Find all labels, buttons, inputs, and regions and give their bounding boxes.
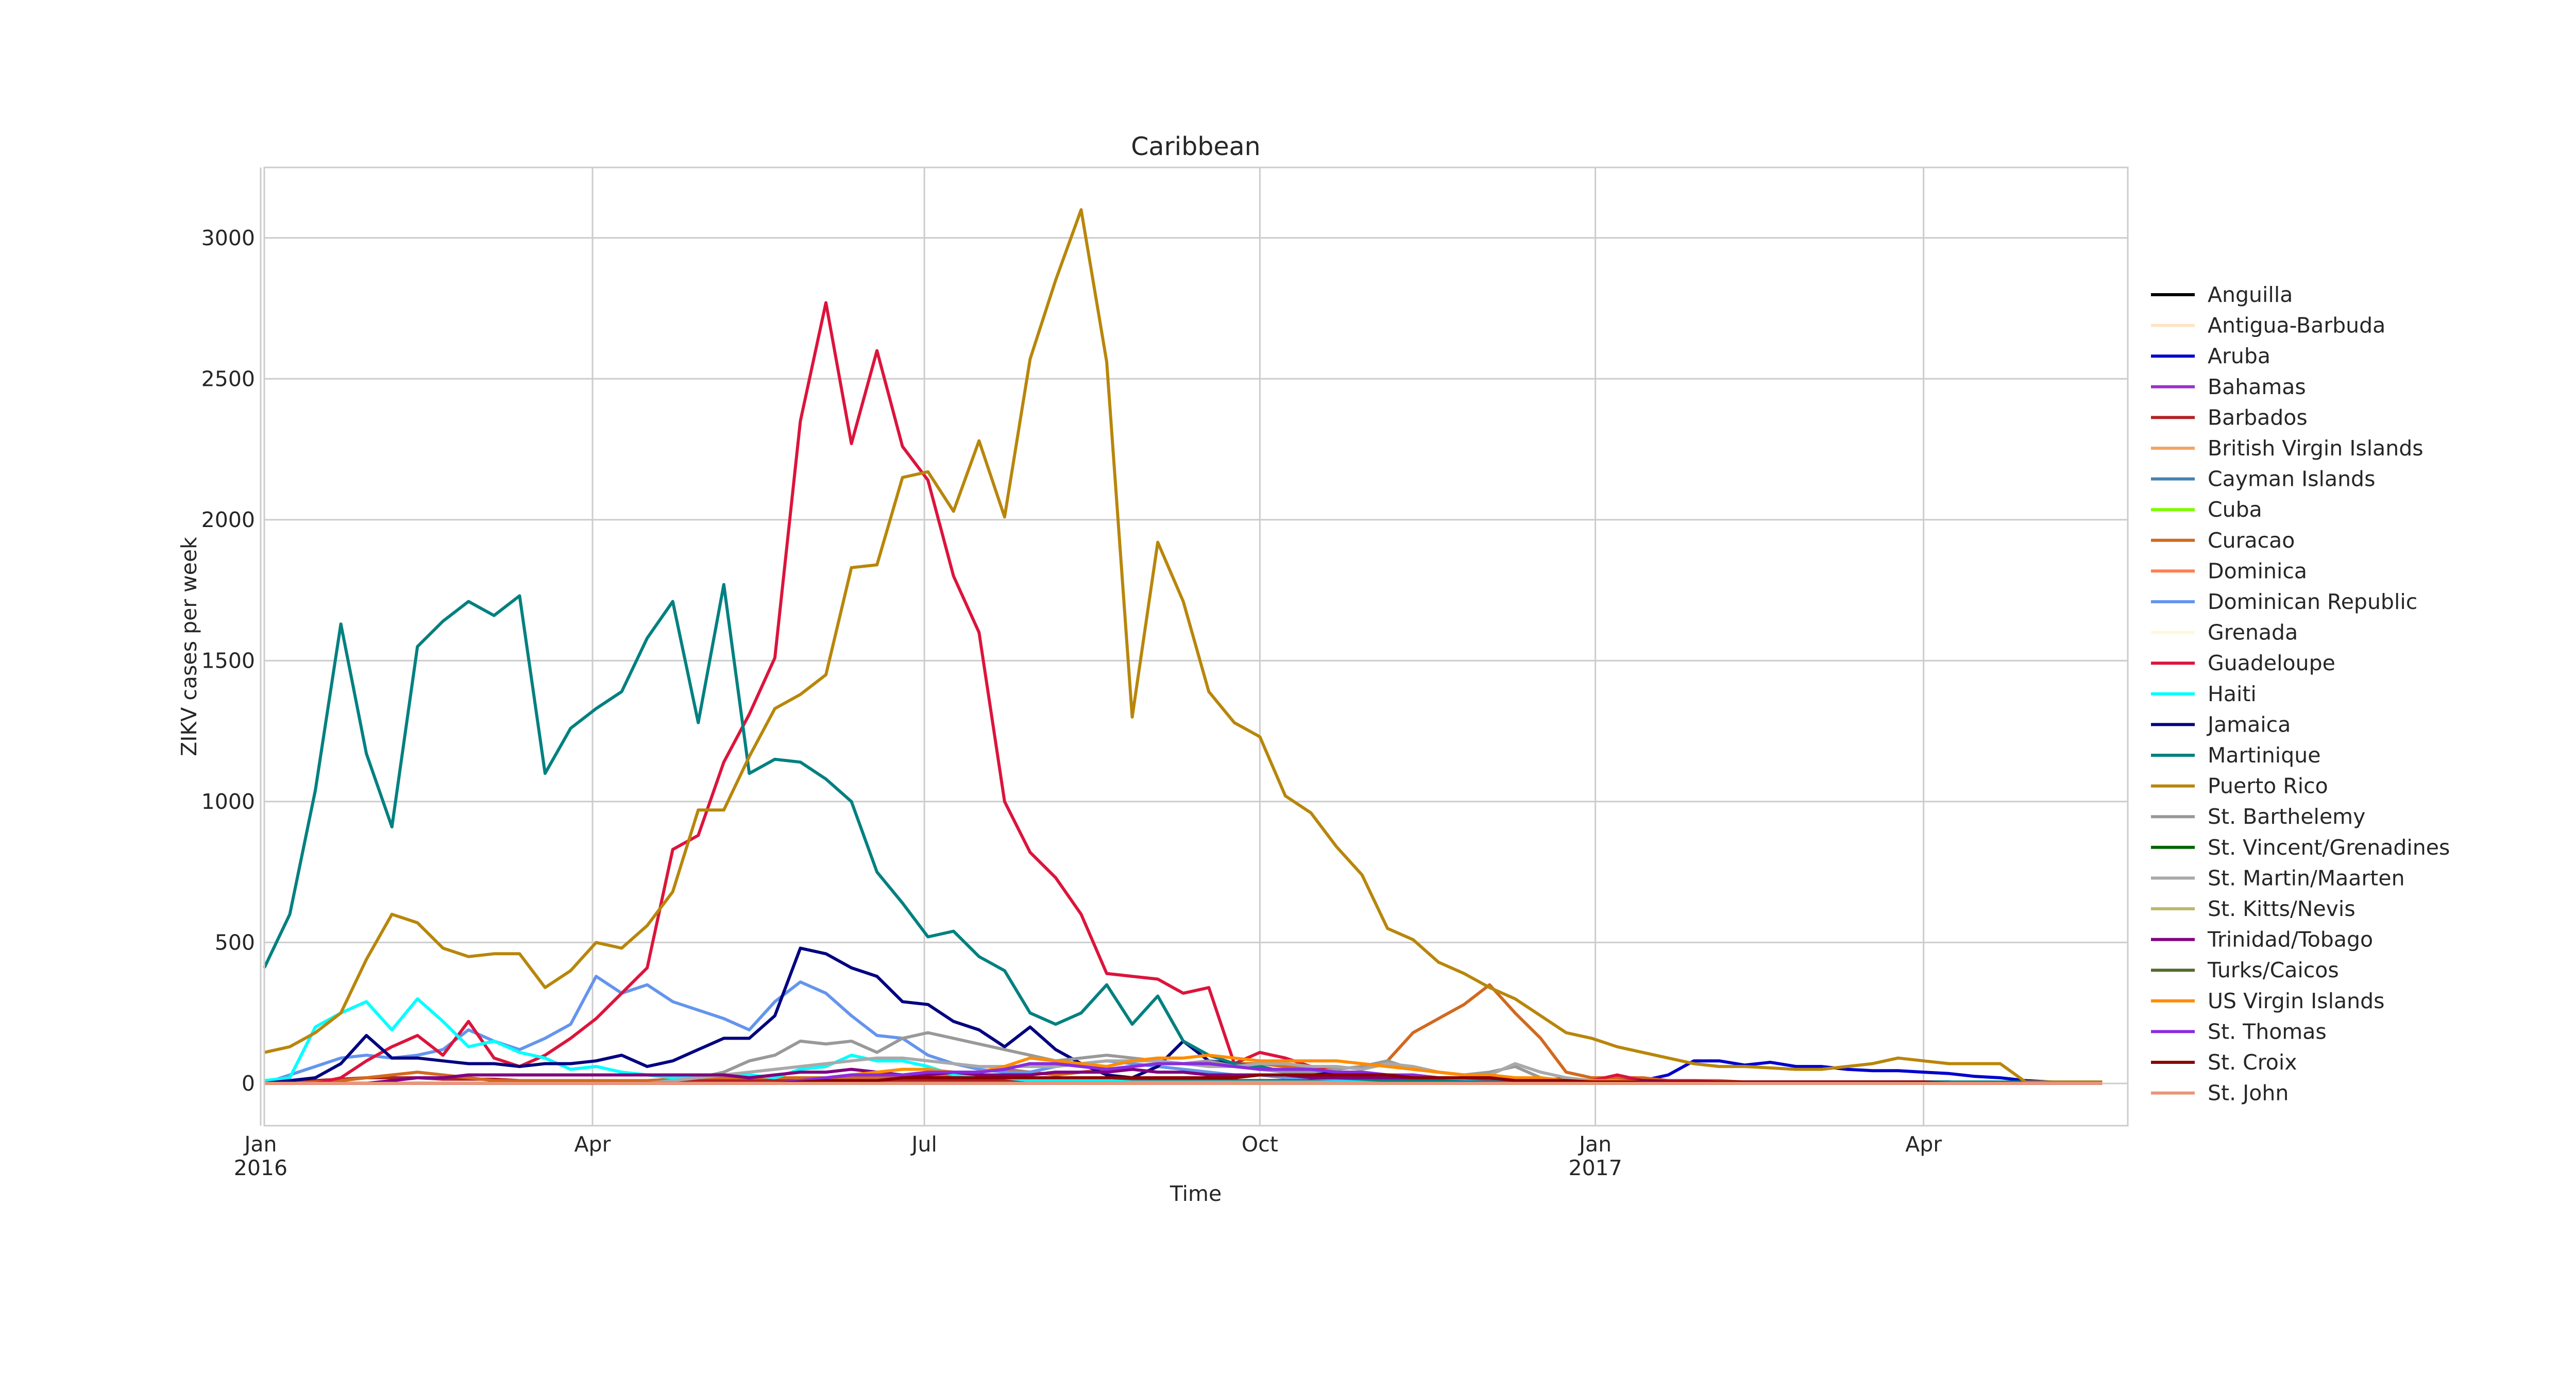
legend-item: Bahamas [2151,375,2306,399]
x-axis-label: Time [1170,1181,1222,1206]
legend-item: British Virgin Islands [2151,436,2424,461]
y-tick-label: 2000 [201,507,255,532]
legend-item: Cuba [2151,497,2262,522]
y-tick-label: 1000 [201,789,255,814]
legend-label: St. John [2208,1081,2289,1106]
x-tick-label: Jul [910,1132,937,1157]
x-tick-label: Apr [574,1132,611,1157]
legend-item: Antigua-Barbuda [2151,313,2385,338]
legend-item: Anguilla [2151,282,2293,307]
y-tick-label: 1500 [201,648,255,673]
legend-item: US Virgin Islands [2151,989,2385,1013]
legend-label: St. Vincent/Grenadines [2208,835,2450,860]
legend-label: US Virgin Islands [2208,989,2385,1013]
legend-label: St. Martin/Maarten [2208,866,2405,890]
y-tick-label: 3000 [201,226,255,250]
legend-item: St. Martin/Maarten [2151,866,2405,890]
x-tick-label: Apr [1905,1132,1942,1157]
chart-title: Caribbean [1131,132,1260,161]
legend-item: Jamaica [2151,712,2291,737]
legend-item: Guadeloupe [2151,651,2335,675]
y-tick-label: 0 [242,1071,255,1096]
legend-label: Cuba [2208,497,2262,522]
legend-item: St. John [2151,1081,2289,1106]
legend-label: Cayman Islands [2208,467,2375,491]
legend-item: Barbados [2151,405,2308,430]
legend-item: St. Kitts/Nevis [2151,896,2355,921]
legend-item: Puerto Rico [2151,774,2328,799]
legend-item: St. Vincent/Grenadines [2151,835,2450,860]
legend-label: Curacao [2208,528,2295,553]
legend-label: Anguilla [2208,282,2293,307]
x-tick-year-label: 2016 [234,1156,287,1180]
y-tick-label: 500 [215,930,255,955]
legend-item: Turks/Caicos [2151,958,2339,982]
legend-item: St. Barthelemy [2151,804,2365,829]
legend-label: St. Croix [2208,1050,2297,1075]
legend-item: Dominica [2151,558,2307,583]
legend-label: British Virgin Islands [2208,436,2424,461]
x-tick-label: Oct [1242,1132,1278,1157]
legend-item: Trinidad/Tobago [2151,927,2373,952]
legend-label: Turks/Caicos [2207,958,2339,982]
legend-label: Jamaica [2206,712,2291,737]
legend-item: St. Croix [2151,1050,2297,1075]
legend-label: St. Kitts/Nevis [2208,896,2355,921]
legend-item: Dominican Republic [2151,589,2417,614]
x-tick-year-label: 2017 [1568,1156,1622,1180]
legend-label: Trinidad/Tobago [2207,927,2373,952]
plot-frame [263,166,2129,1127]
y-tick-label: 2500 [201,366,255,391]
legend-label: Bahamas [2208,375,2306,399]
legend-label: Puerto Rico [2208,774,2328,799]
legend-item: Martinique [2151,743,2320,768]
legend-label: Dominican Republic [2208,589,2417,614]
legend-item: St. Thomas [2151,1019,2327,1044]
legend-label: St. Barthelemy [2208,804,2365,829]
legend-item: Haiti [2151,682,2257,706]
legend-label: Guadeloupe [2208,651,2335,675]
series-line-puerto-rico [264,208,2103,1084]
x-tick-label: Jan [1578,1132,1612,1157]
series-layer [263,208,2103,1085]
legend: Anguilla Antigua-Barbuda Aruba Bahamas Barba… [2151,282,2450,1106]
x-tick-label: Jan [243,1132,277,1157]
legend-item: Aruba [2151,344,2270,368]
legend-label: St. Thomas [2208,1019,2327,1044]
legend-label: Barbados [2208,405,2308,430]
legend-item: Curacao [2151,528,2295,553]
legend-label: Martinique [2208,743,2320,768]
legend-label: Aruba [2208,344,2270,368]
legend-item: Cayman Islands [2151,467,2375,491]
legend-item: Grenada [2151,620,2298,645]
legend-label: Dominica [2208,558,2307,583]
legend-label: Haiti [2208,682,2257,706]
legend-label: Antigua-Barbuda [2208,313,2385,338]
legend-label: Grenada [2208,620,2298,645]
grid-layer [260,167,2128,1126]
y-axis-label: ZIKV cases per week [177,537,201,756]
